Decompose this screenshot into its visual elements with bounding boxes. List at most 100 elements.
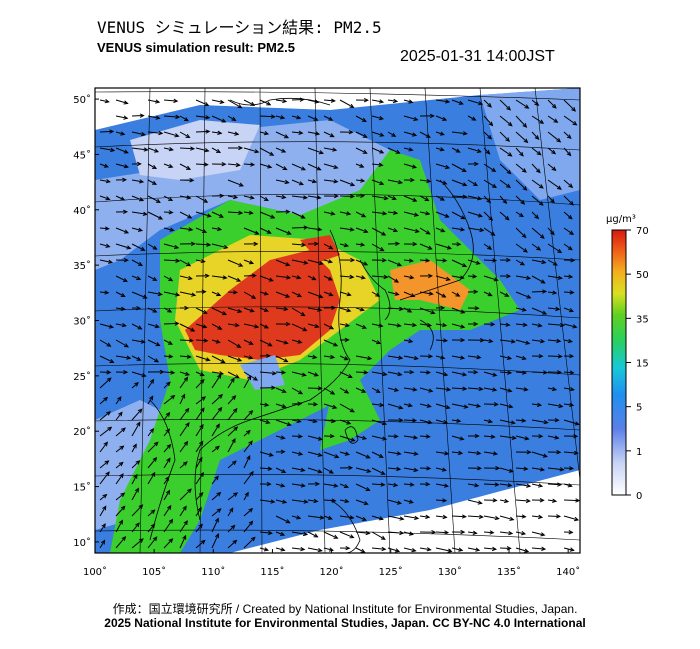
wind-arrow-head	[443, 372, 449, 377]
wind-arrow	[563, 227, 574, 235]
wind-arrow	[531, 547, 546, 550]
wind-arrow	[195, 243, 211, 246]
wind-arrow-head	[521, 531, 527, 536]
wind-arrow-head	[135, 522, 140, 528]
wind-arrow	[307, 259, 323, 265]
wind-arrow	[323, 419, 335, 422]
wind-arrow	[227, 426, 238, 437]
wind-arrow-head	[537, 323, 543, 328]
wind-arrow	[547, 515, 560, 517]
wind-arrow-head	[570, 258, 576, 263]
wind-arrow-head	[299, 97, 305, 102]
wind-arrow-head	[414, 515, 420, 520]
wind-arrow-head	[473, 161, 479, 167]
wind-arrow-head	[169, 227, 175, 232]
wind-arrow-head	[314, 481, 321, 487]
wind-arrow-head	[238, 145, 244, 151]
wind-arrow	[499, 403, 513, 408]
wind-arrow	[419, 435, 430, 438]
wind-arrow	[179, 275, 192, 280]
wind-arrow-head	[232, 539, 238, 545]
wind-arrow	[547, 403, 563, 407]
wind-arrow	[547, 339, 561, 342]
wind-arrow-head	[236, 277, 242, 282]
wind-arrow	[323, 259, 333, 263]
colorbar-tick-label: 5	[636, 403, 642, 414]
wind-arrow	[483, 195, 491, 203]
wind-arrow	[115, 396, 122, 405]
wind-arrow-head	[106, 370, 112, 375]
wind-arrow	[147, 195, 161, 203]
wind-arrow-head	[519, 151, 524, 157]
wind-arrow-head	[425, 370, 431, 375]
wind-arrow	[371, 435, 387, 440]
wind-arrow	[339, 403, 355, 413]
wind-arrow	[163, 322, 179, 325]
wind-arrow	[243, 508, 253, 517]
wind-arrow	[563, 211, 573, 220]
wind-arrow-head	[539, 234, 545, 239]
wind-arrow-head	[490, 322, 496, 327]
wind-arrow-head	[123, 149, 129, 154]
wind-arrow-head	[428, 354, 434, 359]
wind-arrow-head	[397, 371, 403, 377]
wind-arrow-head	[536, 150, 542, 156]
wind-arrow-head	[155, 115, 161, 120]
wind-arrow-head	[398, 417, 404, 423]
wind-arrow	[307, 195, 321, 199]
wind-arrow	[435, 403, 450, 409]
wind-arrow-head	[280, 435, 286, 440]
wind-arrow-head	[250, 101, 256, 106]
wind-arrow	[243, 471, 254, 485]
wind-arrow	[371, 163, 383, 166]
wind-arrow-head	[360, 275, 366, 280]
wind-arrow-head	[569, 547, 575, 552]
wind-arrow-head	[122, 209, 129, 215]
wind-arrow-head	[298, 451, 304, 456]
wind-arrow-head	[539, 119, 545, 124]
wind-arrow-head	[485, 149, 491, 155]
wind-arrow-head	[344, 337, 350, 343]
wind-arrow	[131, 195, 144, 201]
wind-arrow-head	[168, 538, 174, 543]
wind-arrow-head	[266, 353, 272, 359]
wind-arrow	[435, 483, 448, 487]
wind-arrow-head	[141, 373, 147, 378]
wind-arrow	[147, 441, 159, 453]
wind-arrow	[451, 387, 467, 390]
wind-arrow-head	[425, 434, 431, 439]
wind-arrow	[387, 323, 401, 327]
wind-arrow-head	[173, 98, 179, 103]
wind-arrow-head	[375, 388, 381, 393]
wind-arrow-head	[269, 151, 275, 156]
wind-arrow-head	[365, 454, 371, 459]
wind-arrow	[339, 435, 355, 442]
wind-arrow	[211, 424, 220, 437]
wind-arrow	[515, 467, 528, 470]
wind-arrow-head	[522, 123, 528, 128]
wind-arrow	[259, 499, 275, 503]
wind-arrow	[531, 419, 548, 424]
wind-arrow-head	[391, 132, 397, 137]
wind-arrow-head	[536, 402, 543, 407]
wind-arrow-head	[137, 261, 144, 266]
wind-arrow	[259, 419, 270, 424]
colorbar-tick-label: 0	[636, 491, 642, 502]
wind-arrow	[99, 259, 113, 263]
wind-arrow	[115, 412, 123, 421]
wind-arrow-head	[344, 389, 350, 394]
wind-arrow	[451, 147, 460, 153]
wind-arrow	[547, 179, 562, 190]
wind-arrow	[243, 355, 253, 359]
wind-arrow	[467, 515, 483, 518]
wind-arrow-head	[314, 131, 321, 136]
wind-arrow-head	[286, 230, 292, 235]
wind-arrow	[371, 115, 384, 120]
wind-arrow-head	[521, 307, 527, 312]
wind-arrow	[435, 387, 451, 391]
wind-arrow	[211, 291, 221, 296]
wind-arrow	[99, 540, 106, 549]
wind-arrow	[515, 435, 529, 440]
wind-arrow-head	[397, 180, 404, 185]
